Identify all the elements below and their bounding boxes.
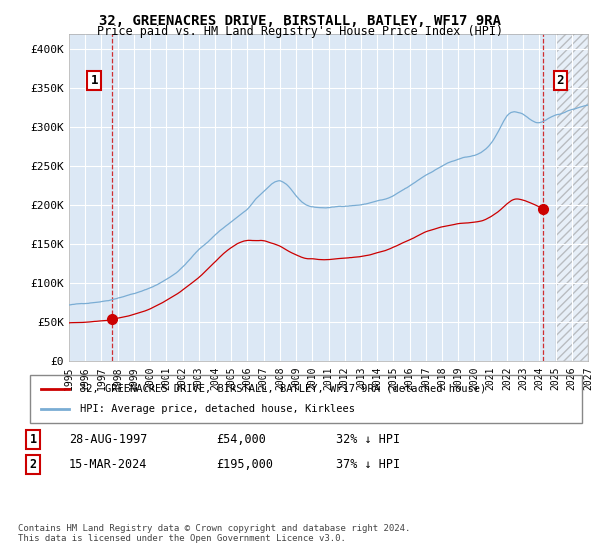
Text: 2: 2 [557,74,564,87]
Text: HPI: Average price, detached house, Kirklees: HPI: Average price, detached house, Kirk… [80,404,355,414]
Text: 37% ↓ HPI: 37% ↓ HPI [336,458,400,472]
Text: 32, GREENACRES DRIVE, BIRSTALL, BATLEY, WF17 9RA (detached house): 32, GREENACRES DRIVE, BIRSTALL, BATLEY, … [80,384,486,394]
Text: £54,000: £54,000 [216,433,266,446]
Text: 1: 1 [91,74,98,87]
Bar [556,34,588,361]
Text: 28-AUG-1997: 28-AUG-1997 [69,433,148,446]
Text: 32, GREENACRES DRIVE, BIRSTALL, BATLEY, WF17 9RA: 32, GREENACRES DRIVE, BIRSTALL, BATLEY, … [99,14,501,28]
Text: Price paid vs. HM Land Registry's House Price Index (HPI): Price paid vs. HM Land Registry's House … [97,25,503,38]
Text: 32% ↓ HPI: 32% ↓ HPI [336,433,400,446]
Text: 15-MAR-2024: 15-MAR-2024 [69,458,148,472]
Text: Contains HM Land Registry data © Crown copyright and database right 2024.
This d: Contains HM Land Registry data © Crown c… [18,524,410,543]
Text: 1: 1 [29,433,37,446]
Text: £195,000: £195,000 [216,458,273,472]
Text: 2: 2 [29,458,37,472]
Bar [556,34,588,361]
Bar [556,34,588,361]
